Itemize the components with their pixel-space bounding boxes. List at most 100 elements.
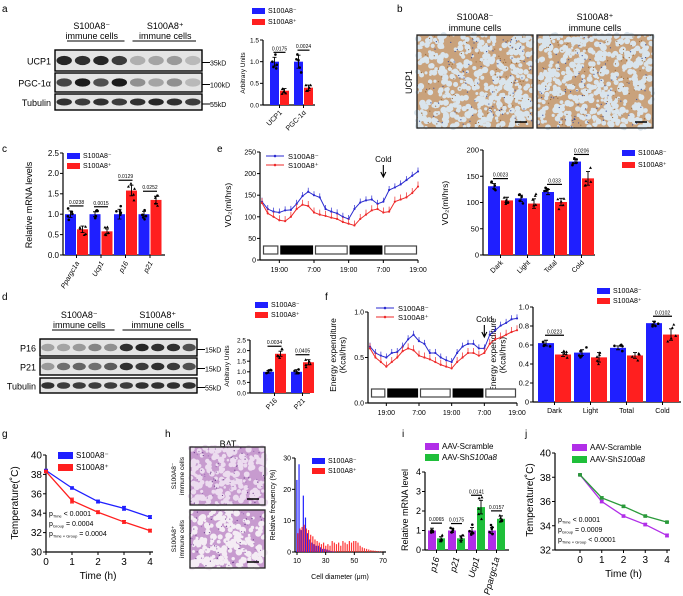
- adipocyte: [192, 517, 198, 523]
- adipocyte: [233, 509, 240, 517]
- legend-swatch: [58, 464, 73, 471]
- adipocyte: [463, 94, 469, 101]
- legend-marker: [383, 306, 387, 310]
- data-point: [324, 207, 327, 211]
- nucleus: [224, 512, 226, 514]
- adipocyte: [427, 35, 433, 41]
- data-point: [599, 499, 604, 504]
- blot-strip: [39, 338, 198, 357]
- nucleus: [472, 39, 474, 41]
- adipocyte: [492, 42, 496, 47]
- legend-f_line: S100A8⁻S100A8⁺: [376, 304, 429, 322]
- nucleus: [616, 76, 618, 78]
- adipocyte: [589, 93, 594, 98]
- blot-band: [56, 55, 72, 66]
- nucleus: [557, 67, 559, 69]
- nucleus: [602, 119, 605, 121]
- adipocyte: [432, 37, 438, 43]
- nucleus: [206, 497, 208, 499]
- data-point: [129, 181, 133, 185]
- bar: [448, 530, 456, 550]
- nucleus: [209, 473, 211, 475]
- nucleus: [196, 454, 198, 456]
- adipocyte: [461, 72, 465, 76]
- adipocyte: [418, 55, 422, 59]
- adipocyte: [525, 78, 529, 82]
- y-tick-label: 2: [416, 506, 421, 516]
- nucleus: [612, 116, 614, 119]
- data-point: [541, 340, 545, 344]
- adipocyte: [189, 460, 196, 468]
- nucleus: [505, 41, 507, 43]
- nucleus: [545, 85, 547, 87]
- adipocyte: [505, 84, 512, 92]
- nucleus: [527, 116, 529, 118]
- nucleus: [207, 455, 209, 457]
- y-tick-label: 1.0: [48, 210, 60, 219]
- adipocyte: [558, 120, 563, 125]
- blot-band: [56, 98, 72, 106]
- adipocyte: [617, 87, 623, 93]
- blot-band: [166, 98, 183, 106]
- nucleus: [218, 554, 220, 556]
- data-point: [654, 324, 657, 328]
- nucleus: [628, 82, 630, 84]
- nucleus: [428, 37, 431, 39]
- x-tick-label: Dark: [547, 408, 562, 415]
- adipocyte: [194, 465, 199, 471]
- adipocyte: [618, 78, 621, 82]
- histogram-bar: [353, 541, 355, 552]
- adipocyte: [557, 86, 561, 90]
- adipocyte: [639, 118, 643, 122]
- adipocyte: [193, 484, 200, 491]
- x-tick-label: 7:00: [377, 267, 391, 274]
- nucleus: [247, 524, 249, 526]
- blot-group-label: immune cells: [139, 31, 192, 41]
- histogram-bar: [311, 542, 313, 552]
- nucleus: [492, 114, 494, 116]
- adipocyte: [458, 40, 464, 47]
- nucleus: [503, 104, 505, 106]
- adipocyte: [646, 115, 651, 121]
- nucleus: [209, 560, 211, 562]
- nucleus: [510, 75, 512, 77]
- blot-group-label: S100A8⁺: [147, 21, 184, 31]
- adipocyte: [422, 110, 428, 116]
- adipocyte: [560, 70, 566, 76]
- adipocyte: [544, 91, 550, 97]
- data-point: [434, 351, 437, 355]
- adipocyte: [540, 119, 545, 124]
- data-point: [122, 506, 126, 511]
- nucleus: [561, 118, 563, 120]
- adipocyte: [242, 479, 246, 483]
- nucleus: [204, 473, 206, 475]
- nucleus: [566, 44, 568, 46]
- nucleus: [441, 122, 443, 124]
- data-point: [84, 232, 88, 236]
- bar: [501, 200, 513, 255]
- adipocyte: [550, 32, 557, 40]
- nucleus: [519, 105, 521, 107]
- blot-band: [74, 78, 91, 87]
- adipocyte: [643, 108, 648, 113]
- nucleus: [522, 80, 524, 82]
- nucleus: [641, 60, 643, 62]
- histogram-bar: [304, 517, 307, 552]
- data-point: [510, 318, 513, 321]
- adipocyte: [467, 109, 474, 116]
- adipocyte: [499, 47, 502, 51]
- adipocyte: [648, 41, 654, 47]
- nucleus: [492, 50, 494, 52]
- adipocyte: [547, 51, 552, 56]
- y-tick-label: 0: [252, 257, 256, 264]
- blot-band: [104, 343, 118, 352]
- y-tick-label: 2.5: [48, 149, 60, 158]
- nucleus: [459, 77, 461, 79]
- data-point: [500, 518, 504, 521]
- data-point: [289, 208, 292, 211]
- data-point: [439, 356, 442, 359]
- y-tick-label: 38: [31, 470, 43, 481]
- data-point: [272, 215, 275, 218]
- blot-band: [148, 78, 164, 87]
